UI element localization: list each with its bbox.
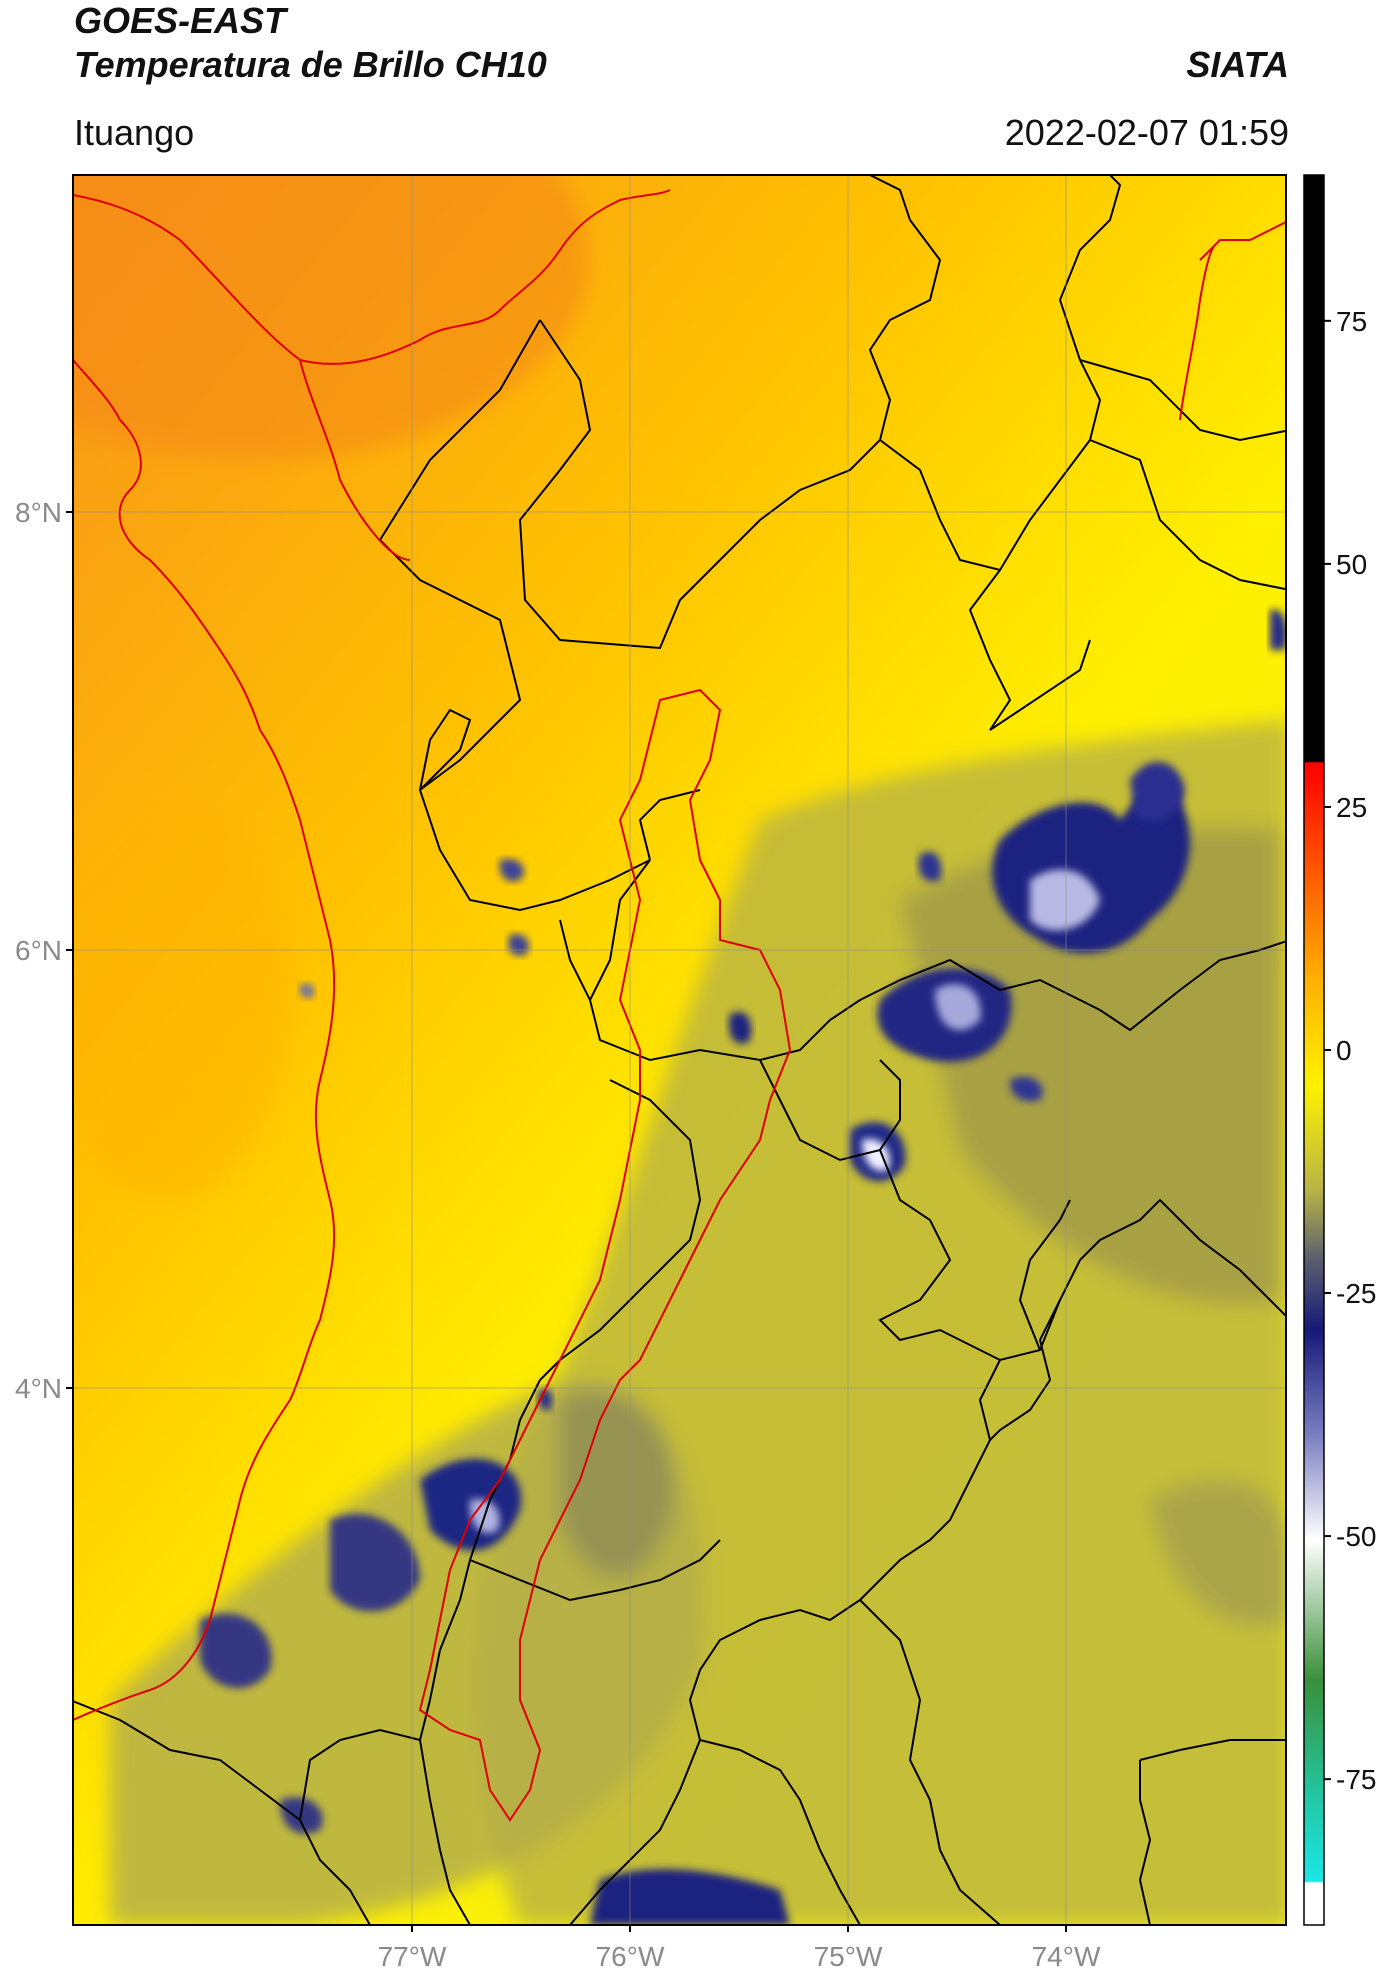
- colorbar-ramp: [1303, 174, 1325, 1926]
- lat-tick-label: 4°N: [15, 1373, 62, 1404]
- colorbar: 75 50 25 0 -25 -50 -75: [1303, 174, 1376, 1926]
- colorbar-tick-label: -75: [1336, 1764, 1376, 1795]
- lon-tick-label: 77°W: [378, 1941, 447, 1972]
- lon-tick-label: 74°W: [1032, 1941, 1101, 1972]
- colorbar-tick-label: 75: [1336, 306, 1367, 337]
- map-frame: [72, 174, 1287, 1926]
- colorbar-tick-label: -25: [1336, 1278, 1376, 1309]
- product-title: Temperatura de Brillo CH10: [74, 44, 547, 85]
- region-label: Ituango: [74, 112, 195, 153]
- colorbar-tick-label: 0: [1336, 1035, 1352, 1066]
- colorbar-tick-label: 50: [1336, 549, 1367, 580]
- coastline: [73, 189, 1286, 1721]
- colorbar-tick-label: -50: [1336, 1521, 1376, 1552]
- lat-tick-label: 6°N: [15, 935, 62, 966]
- axis-tick-marks: [66, 511, 1067, 1932]
- lon-tick-label: 75°W: [814, 1941, 883, 1972]
- river-basin-outline: [418, 688, 792, 1822]
- brand-label: SIATA: [1186, 44, 1289, 85]
- satellite-title: GOES-EAST: [74, 0, 287, 41]
- lon-tick-label: 76°W: [596, 1941, 665, 1972]
- convective-cores: [200, 609, 1286, 1925]
- lat-tick-label: 8°N: [15, 497, 62, 528]
- colorbar-tick-label: 25: [1336, 792, 1367, 823]
- gridlines: [73, 175, 1286, 1925]
- map-plot-area: [73, 175, 1286, 1925]
- datetime-label: 2022-02-07 01:59: [1004, 112, 1289, 153]
